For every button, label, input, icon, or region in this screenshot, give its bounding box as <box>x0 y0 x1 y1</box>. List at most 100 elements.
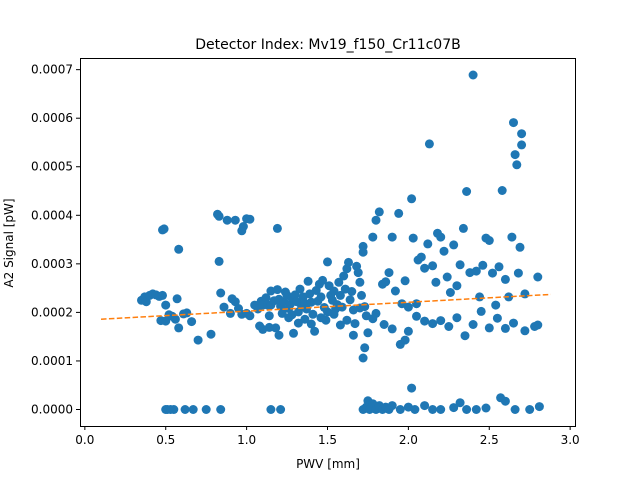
scatter-point <box>274 330 284 340</box>
scatter-point <box>520 326 530 336</box>
scatter-point <box>216 405 226 414</box>
scatter-point <box>172 294 182 304</box>
scatter-point <box>266 405 276 414</box>
scatter-point <box>245 214 255 224</box>
scatter-point <box>407 383 417 393</box>
scatter-point <box>348 330 358 340</box>
scatter-point <box>507 232 517 242</box>
scatter-point <box>515 242 525 252</box>
scatter-point <box>478 260 488 270</box>
scatter-point <box>238 222 248 231</box>
x-tick-label: 1.0 <box>237 433 256 447</box>
scatter-point <box>214 256 224 266</box>
scatter-point <box>180 405 190 414</box>
scatter-point <box>264 322 274 332</box>
scatter-point <box>471 266 481 276</box>
scatter-point <box>302 304 311 314</box>
scatter-point <box>452 313 462 323</box>
scatter-point <box>387 324 397 334</box>
scatter-point <box>174 323 184 333</box>
scatter-point <box>431 277 441 287</box>
scatter-point <box>335 290 345 300</box>
scatter-point <box>509 318 518 328</box>
scatter-point <box>494 262 504 272</box>
scatter-point <box>272 223 282 233</box>
scatter-point <box>360 343 370 353</box>
scatter-point <box>261 293 271 303</box>
scatter-point <box>400 276 410 286</box>
scatter-point <box>436 316 446 326</box>
chart-title: Detector Index: Mv19_f150_Cr11c07B <box>195 37 460 53</box>
scatter-point <box>492 313 502 323</box>
scatter-point <box>316 292 326 302</box>
scatter-point <box>468 320 478 329</box>
scatter-point <box>295 284 305 294</box>
scatter-point <box>339 271 349 281</box>
x-tick-label: 2.0 <box>399 433 418 447</box>
plot-frame <box>80 58 576 427</box>
x-tick-label: 2.5 <box>480 433 499 447</box>
scatter-point <box>491 300 501 310</box>
x-axis-label: PWV [mm] <box>296 457 360 471</box>
scatter-point <box>170 314 180 324</box>
scatter-point <box>355 277 365 287</box>
scatter-point <box>468 70 478 80</box>
scatter-point <box>323 257 332 267</box>
scatter-point <box>271 323 281 333</box>
scatter-point <box>484 323 494 333</box>
scatter-point <box>358 241 368 251</box>
scatter-point <box>357 290 366 300</box>
y-axis: 0.0000 0.0001 0.0002 0.0003 0.0004 0.0005 0.00… <box>31 63 80 416</box>
scatter-point <box>395 405 405 414</box>
y-tick-label: 0.0005 <box>31 160 73 174</box>
y-axis-label: A2 Signal [pW] <box>2 198 16 287</box>
scatter-point <box>420 263 430 273</box>
scatter-point <box>436 232 446 242</box>
scatter-point <box>345 295 355 305</box>
scatter-point <box>187 317 197 327</box>
scatter-point <box>169 405 179 414</box>
scatter-point <box>513 268 523 278</box>
scatter-point <box>264 311 274 321</box>
scatter-point <box>350 319 360 329</box>
scatter-point <box>255 321 265 331</box>
scatter-point <box>214 211 224 221</box>
scatter-point <box>347 287 357 296</box>
scatter-point <box>428 405 438 414</box>
scatter-point <box>500 274 510 284</box>
scatter-point <box>395 339 405 349</box>
scatter-point <box>335 320 345 330</box>
scatter-point <box>342 315 352 325</box>
scatter-point <box>387 401 397 411</box>
scatter-point <box>439 246 449 256</box>
scatter-point <box>403 302 413 312</box>
plot-area <box>100 70 551 414</box>
scatter-point <box>442 272 452 282</box>
scatter-point <box>462 405 472 414</box>
scatter-point <box>387 232 397 242</box>
scatter-point <box>358 353 368 363</box>
scatter-point <box>449 403 459 413</box>
scatter-point <box>379 320 389 329</box>
scatter-point <box>449 240 459 250</box>
scatter-point <box>455 398 465 408</box>
scatter-point <box>428 319 438 329</box>
scatter-point <box>512 160 522 170</box>
scatter-point <box>276 405 286 414</box>
scatter-point <box>371 215 381 225</box>
scatter-point <box>517 129 527 139</box>
scatter-point <box>452 281 462 291</box>
fit-line <box>100 293 551 320</box>
scatter-point <box>323 307 332 317</box>
x-tick-label: 3.0 <box>561 433 580 447</box>
scatter-point <box>510 150 520 160</box>
scatter-point <box>534 402 544 412</box>
scatter-point <box>500 396 510 406</box>
scatter-point <box>306 319 316 329</box>
scatter-point <box>329 286 339 296</box>
scatter-point <box>423 239 433 249</box>
y-tick-label: 0.0001 <box>31 354 73 368</box>
scatter-point <box>344 257 353 267</box>
scatter-point <box>533 272 543 282</box>
